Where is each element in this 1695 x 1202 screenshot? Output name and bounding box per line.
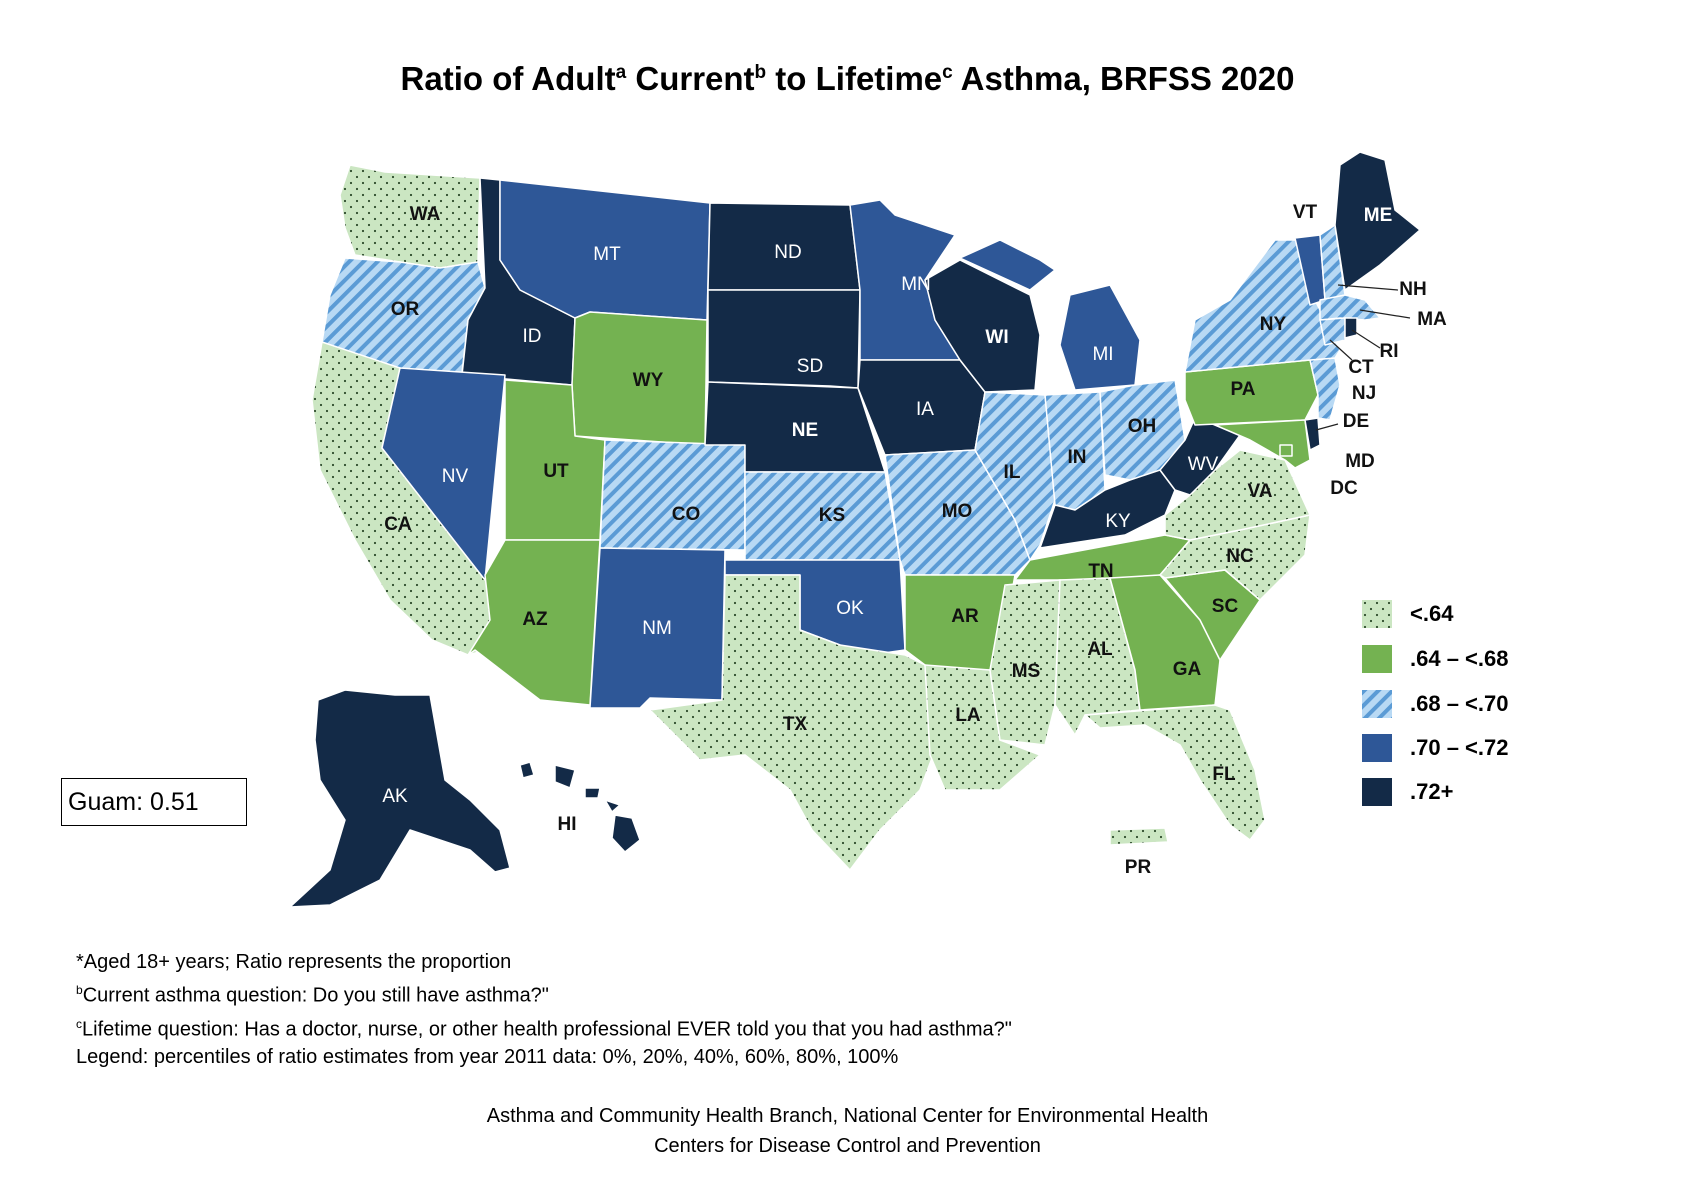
label-WA: WA <box>410 204 441 225</box>
label-ME: ME <box>1364 205 1393 226</box>
legend-swatch-cat0 <box>1362 600 1392 628</box>
state-labels: WA OR CA ID NV MT WY UT AZ CO NM ND SD N… <box>382 202 1447 878</box>
label-AL: AL <box>1087 639 1113 660</box>
label-AZ: AZ <box>522 609 548 630</box>
state-CT <box>1319 317 1346 346</box>
state-CO <box>599 439 746 551</box>
credit-branch: Asthma and Community Health Branch, Nati… <box>486 1105 1209 1127</box>
label-SD: SD <box>797 356 823 377</box>
state-DC <box>1279 444 1293 457</box>
label-GA: GA <box>1173 659 1202 680</box>
label-MN: MN <box>901 274 931 295</box>
label-PR: PR <box>1125 857 1152 878</box>
label-KY: KY <box>1105 511 1131 532</box>
legend-label: .68 – <.70 <box>1410 691 1509 716</box>
guam-value-box: Guam: 0.51 <box>61 778 247 826</box>
label-DE: DE <box>1343 411 1369 432</box>
label-MD: MD <box>1345 451 1375 472</box>
state-TX <box>649 574 936 871</box>
legend-swatch-cat2 <box>1362 690 1392 718</box>
label-MA: MA <box>1417 309 1447 330</box>
label-AR: AR <box>951 606 979 627</box>
state-PR <box>1109 827 1169 846</box>
label-NC: NC <box>1226 546 1254 567</box>
label-NH: NH <box>1399 279 1426 300</box>
state-NM <box>589 547 726 709</box>
legend-label: <.64 <box>1410 601 1454 626</box>
legend-label: .70 – <.72 <box>1410 735 1509 760</box>
label-DC: DC <box>1330 478 1358 499</box>
label-ID: ID <box>523 326 542 347</box>
state-AK <box>289 689 511 908</box>
label-TN: TN <box>1088 561 1113 582</box>
legend-item-cat4: .72+ <box>1362 778 1562 808</box>
label-RI: RI <box>1380 341 1399 362</box>
legend-swatch-cat1 <box>1362 645 1392 673</box>
label-HI: HI <box>558 814 577 835</box>
state-ME <box>1334 151 1421 291</box>
legend-label: .72+ <box>1410 779 1454 804</box>
label-NM: NM <box>642 618 672 639</box>
legend-label: .64 – <.68 <box>1410 646 1509 671</box>
label-IL: IL <box>1004 462 1021 483</box>
label-TX: TX <box>783 714 808 735</box>
footnote-current: bCurrent asthma question: Do you still h… <box>76 983 549 1007</box>
legend-item-cat1: .64 – <.68 <box>1362 645 1562 675</box>
state-HI <box>519 761 641 853</box>
label-PA: PA <box>1231 379 1256 400</box>
label-IA: IA <box>916 399 934 420</box>
label-VA: VA <box>1248 481 1273 502</box>
label-KS: KS <box>819 505 845 526</box>
label-OH: OH <box>1128 416 1157 437</box>
leader-lines <box>1315 284 1411 431</box>
label-NY: NY <box>1260 314 1287 335</box>
state-WI <box>924 259 1041 393</box>
footnotes: *Aged 18+ years; Ratio represents the pr… <box>76 948 1012 1071</box>
state-FL <box>1084 704 1266 841</box>
label-NJ: NJ <box>1352 383 1376 404</box>
source-credits: Asthma and Community Health Branch, Nati… <box>0 1101 1695 1161</box>
state-GA <box>1109 574 1221 711</box>
legend-item-cat0: <.64 <box>1362 600 1562 630</box>
label-MI: MI <box>1092 344 1113 365</box>
label-OR: OR <box>391 299 420 320</box>
label-NV: NV <box>442 466 469 487</box>
legend-swatch-cat4 <box>1362 778 1392 806</box>
label-ND: ND <box>774 242 801 263</box>
footnote-legend: Legend: percentiles of ratio estimates f… <box>76 1046 899 1069</box>
label-OK: OK <box>836 598 864 619</box>
state-SD <box>707 289 861 389</box>
label-MT: MT <box>593 244 621 265</box>
footnote-lifetime: cLifetime question: Has a doctor, nurse,… <box>76 1016 1012 1041</box>
label-SC: SC <box>1212 596 1239 617</box>
legend-swatch-cat3 <box>1362 734 1392 762</box>
credit-cdc: Centers for Disease Control and Preventi… <box>654 1135 1041 1157</box>
label-IN: IN <box>1068 447 1087 468</box>
map-title: Ratio of Adulta Currentb to Lifetimec As… <box>400 60 1295 97</box>
label-CA: CA <box>384 514 412 535</box>
label-AK: AK <box>382 786 408 807</box>
label-CO: CO <box>672 504 701 525</box>
label-VT: VT <box>1293 202 1318 223</box>
label-WV: WV <box>1188 454 1219 475</box>
label-LA: LA <box>955 705 981 726</box>
label-MS: MS <box>1012 661 1041 682</box>
label-CT: CT <box>1348 357 1374 378</box>
label-WI: WI <box>985 327 1008 348</box>
label-WY: WY <box>633 370 664 391</box>
label-NE: NE <box>792 420 818 441</box>
state-MA <box>1319 294 1381 321</box>
state-DE <box>1304 417 1321 451</box>
footnote-age: *Aged 18+ years; Ratio represents the pr… <box>76 951 512 973</box>
label-UT: UT <box>543 461 569 482</box>
label-FL: FL <box>1212 764 1236 785</box>
legend-item-cat2: .68 – <.70 <box>1362 690 1562 720</box>
state-RI <box>1344 317 1358 339</box>
label-MO: MO <box>942 501 973 522</box>
legend-item-cat3: .70 – <.72 <box>1362 734 1562 764</box>
